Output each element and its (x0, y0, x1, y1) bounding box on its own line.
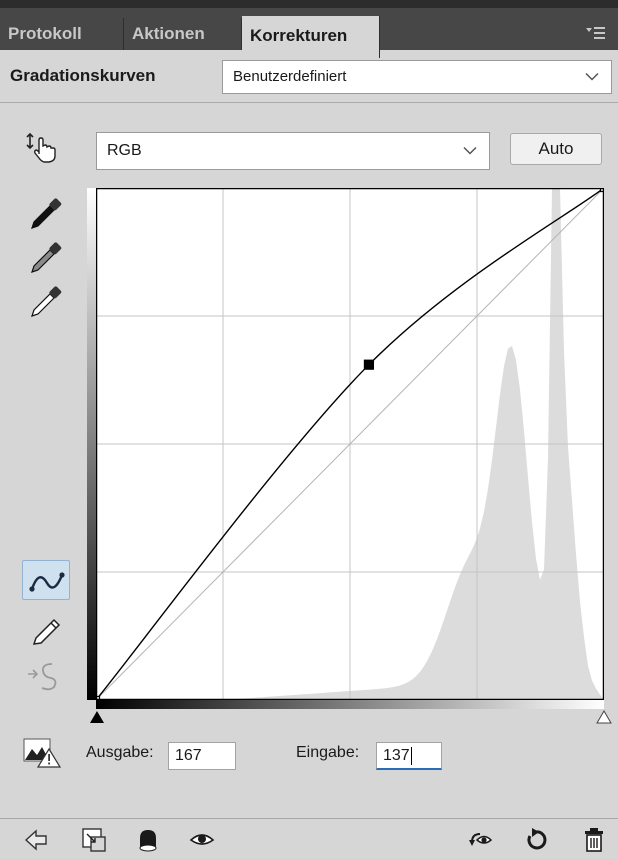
output-gradient-bar (87, 188, 96, 700)
tab-protokoll[interactable]: Protokoll (0, 18, 124, 50)
white-point-slider[interactable] (596, 710, 612, 724)
preset-dropdown[interactable]: Benutzerdefiniert (222, 60, 612, 94)
input-label: Eingabe: (296, 744, 360, 761)
clipping-warning-icon[interactable] (22, 735, 62, 769)
pencil-icon[interactable] (28, 612, 68, 652)
black-point-slider[interactable] (89, 710, 105, 724)
curves-graph[interactable] (96, 188, 604, 700)
panel-title: Gradationskurven (10, 66, 156, 85)
curve-control-points[interactable] (96, 188, 604, 700)
gray-point-eyedropper-icon[interactable] (28, 238, 68, 278)
header-divider (0, 102, 618, 103)
input-gradient-bar (96, 700, 604, 709)
trash-icon[interactable] (580, 826, 608, 854)
white-point-eyedropper-icon[interactable] (28, 282, 68, 322)
graph-border (96, 188, 604, 700)
tab-korrekturen[interactable]: Korrekturen (242, 16, 380, 58)
curve-control-point[interactable] (363, 359, 375, 370)
baseline-diagonal (96, 188, 604, 700)
curve-control-point[interactable] (96, 695, 101, 701)
input-field-value: 137 (383, 747, 410, 764)
chevron-down-icon (463, 146, 477, 155)
view-previous-state-icon[interactable] (466, 826, 494, 854)
footer-divider (0, 818, 618, 819)
smooth-curve-icon[interactable] (24, 656, 64, 696)
on-image-adjust-icon[interactable] (22, 128, 62, 168)
input-field[interactable]: 137 (376, 742, 442, 770)
auto-button[interactable]: Auto (510, 133, 602, 165)
chevron-down-icon (585, 72, 599, 81)
preset-value: Benutzerdefiniert (233, 68, 347, 85)
clip-to-layer-icon[interactable] (80, 826, 108, 854)
eye-icon[interactable] (188, 826, 216, 854)
back-arrow-icon[interactable] (22, 826, 50, 854)
tone-curve[interactable] (96, 188, 604, 700)
reset-icon[interactable] (522, 826, 550, 854)
channel-value: RGB (107, 142, 142, 159)
curve-control-point[interactable] (599, 188, 605, 193)
panel-menu-icon[interactable] (584, 22, 606, 44)
output-field[interactable]: 167 (168, 742, 236, 770)
curve-points-icon[interactable] (22, 560, 70, 600)
black-point-eyedropper-icon[interactable] (28, 194, 68, 234)
tab-aktionen[interactable]: Aktionen (124, 18, 242, 50)
mask-visibility-icon[interactable] (134, 826, 162, 854)
output-label: Ausgabe: (86, 744, 154, 761)
channel-dropdown[interactable]: RGB (96, 132, 490, 170)
text-caret (410, 746, 412, 765)
panel-tab-bar: Protokoll Aktionen Korrekturen (0, 0, 618, 58)
